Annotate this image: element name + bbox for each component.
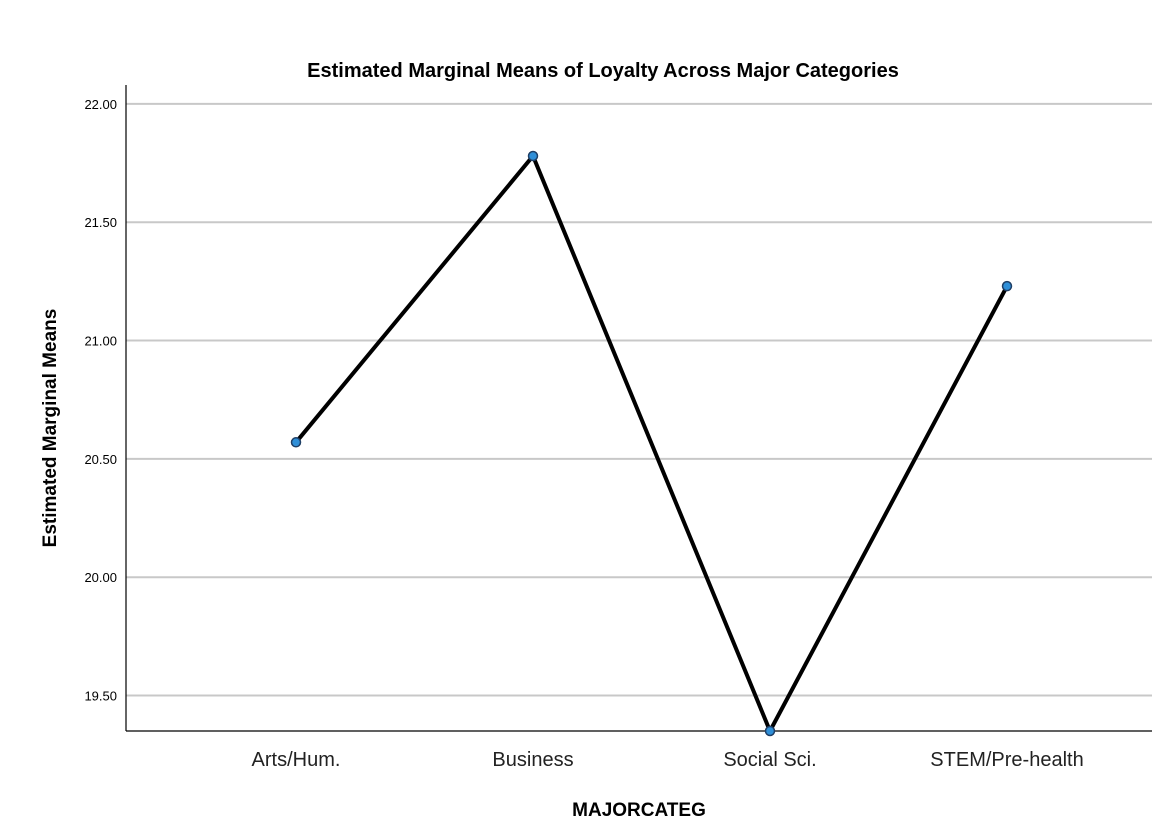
y-tick-label: 19.50 bbox=[84, 689, 117, 704]
series-line bbox=[294, 152, 1009, 736]
data-point-business bbox=[527, 150, 539, 162]
y-axis-ticks: 19.50 20.00 20.50 21.00 21.50 22.00 bbox=[84, 97, 117, 704]
y-tick-label: 21.00 bbox=[84, 334, 117, 349]
chart-title: Estimated Marginal Means of Loyalty Acro… bbox=[307, 60, 899, 82]
x-tick-label: Social Sci. bbox=[723, 749, 816, 771]
y-axis-title: Estimated Marginal Means bbox=[40, 309, 61, 548]
data-point-stem-pre-health bbox=[1001, 280, 1013, 292]
x-tick-label: Business bbox=[492, 749, 573, 771]
x-axis-title: MAJORCATEG bbox=[572, 800, 706, 821]
x-tick-label: STEM/Pre-health bbox=[930, 749, 1083, 771]
y-tick-label: 22.00 bbox=[84, 97, 117, 112]
x-axis-ticks: Arts/Hum. Business Social Sci. STEM/Pre-hea… bbox=[252, 749, 1084, 771]
data-point-arts-hum bbox=[290, 437, 302, 448]
y-tick-label: 20.50 bbox=[84, 452, 117, 467]
data-point-social-sci bbox=[764, 725, 776, 737]
y-tick-label: 21.50 bbox=[84, 215, 117, 230]
y-tick-label: 20.00 bbox=[84, 570, 117, 585]
gridlines bbox=[126, 102, 1152, 697]
series bbox=[290, 150, 1013, 737]
x-tick-label: Arts/Hum. bbox=[252, 749, 341, 771]
